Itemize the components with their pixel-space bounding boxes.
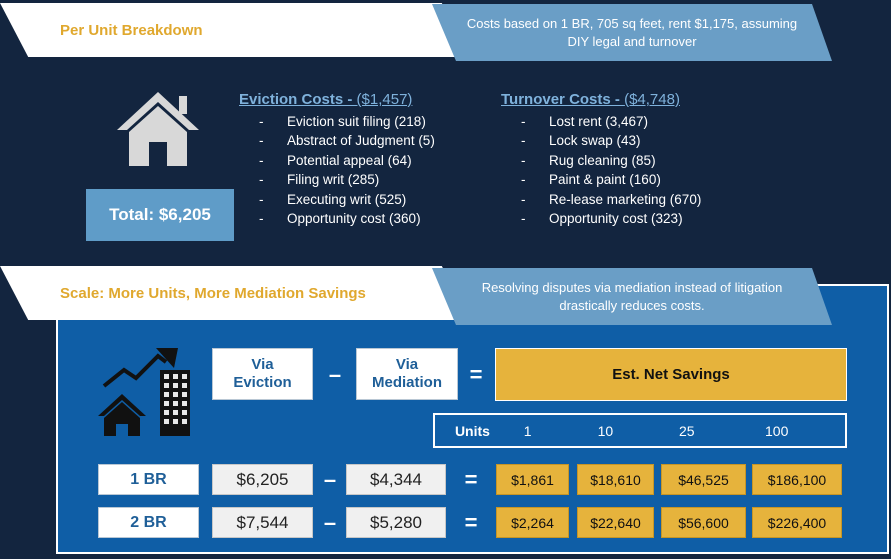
list-item: Filing writ (285) — [239, 170, 479, 190]
units-value: 100 — [765, 422, 789, 439]
growth-icon-group — [96, 344, 200, 440]
list-item: Re-lease marketing (670) — [501, 190, 761, 210]
section-note-text: Costs based on 1 BR, 705 sq feet, rent $… — [466, 15, 798, 49]
via-eviction-text: Via Eviction — [233, 356, 292, 391]
eviction-costs-heading[interactable]: Eviction Costs - ($1,457) — [239, 91, 479, 108]
row-label-text: 2 BR — [130, 513, 167, 531]
savings-cell: $2,264 — [496, 507, 569, 538]
list-item: Opportunity cost (323) — [501, 209, 761, 229]
row-label-1br: 1 BR — [98, 464, 199, 495]
turnover-costs-heading[interactable]: Turnover Costs - ($4,748) — [501, 91, 761, 108]
turnover-items-list: Lost rent (3,467) Lock swap (43) Rug cle… — [501, 112, 761, 229]
minus-operator: – — [318, 509, 342, 537]
house-icon — [115, 90, 201, 168]
equals-operator: = — [458, 509, 484, 537]
total-cost-box: Total: $6,205 — [86, 189, 234, 241]
row-label-text: 1 BR — [130, 470, 167, 488]
savings-cell: $56,600 — [661, 507, 746, 538]
est-net-savings-text: Est. Net Savings — [612, 366, 730, 383]
mediation-cost-2br: $5,280 — [346, 507, 446, 538]
section-title-text: Per Unit Breakdown — [60, 21, 203, 39]
list-item: Lock swap (43) — [501, 131, 761, 151]
savings-cell: $46,525 — [661, 464, 746, 495]
turnover-costs: Turnover Costs - ($4,748) Lost rent (3,4… — [501, 91, 761, 229]
units-value: 1 — [523, 422, 532, 439]
turnover-amount: ($4,748) — [624, 91, 680, 108]
minus-text: – — [323, 467, 337, 492]
section-title-scale: Scale: More Units, More Mediation Saving… — [0, 266, 470, 320]
est-net-savings-header: Est. Net Savings — [495, 348, 847, 401]
eviction-cost-1br: $6,205 — [212, 464, 313, 495]
equals-operator: = — [458, 466, 484, 494]
equals-text: = — [464, 510, 478, 535]
list-item: Executing writ (525) — [239, 190, 479, 210]
section-note-mediation: Resolving disputes via mediation instead… — [432, 268, 832, 325]
savings-value: $186,100 — [767, 471, 827, 488]
row-label-2br: 2 BR — [98, 507, 199, 538]
minus-operator: – — [318, 466, 342, 494]
minus-text: – — [328, 362, 342, 387]
via-mediation-header: Via Mediation — [356, 348, 458, 400]
section-note-text: Resolving disputes via mediation instead… — [481, 279, 783, 313]
savings-value: $56,600 — [678, 514, 729, 531]
mediation-cost-1br: $4,344 — [346, 464, 446, 495]
minus-text: – — [323, 510, 337, 535]
units-value: 25 — [679, 422, 695, 439]
eviction-items-list: Eviction suit filing (218) Abstract of J… — [239, 112, 479, 229]
savings-value: $18,610 — [590, 471, 641, 488]
eviction-cost-text: $7,544 — [236, 512, 289, 532]
section-note-costs: Costs based on 1 BR, 705 sq feet, rent $… — [432, 4, 832, 61]
savings-value: $2,264 — [511, 514, 554, 531]
savings-cell: $186,100 — [752, 464, 842, 495]
eviction-amount: ($1,457) — [356, 91, 413, 108]
minus-operator: – — [318, 360, 352, 390]
list-item: Potential appeal (64) — [239, 151, 479, 171]
equals-text: = — [469, 362, 483, 387]
list-item: Abstract of Judgment (5) — [239, 131, 479, 151]
eviction-heading-text: Eviction Costs - — [239, 91, 357, 108]
units-label: Units — [454, 422, 490, 439]
units-value: 10 — [597, 422, 614, 439]
savings-value: $1,861 — [511, 471, 554, 488]
via-eviction-header: Via Eviction — [212, 348, 313, 400]
units-bar: Units 1 10 25 100 — [433, 413, 847, 448]
list-item: Lost rent (3,467) — [501, 112, 761, 132]
section-title-per-unit: Per Unit Breakdown — [0, 3, 470, 57]
total-cost-text: Total: $6,205 — [109, 205, 211, 224]
savings-cell: $226,400 — [752, 507, 842, 538]
list-item: Rug cleaning (85) — [501, 151, 761, 171]
savings-cell: $22,640 — [577, 507, 654, 538]
growth-chart-icon — [98, 348, 190, 436]
savings-cell: $1,861 — [496, 464, 569, 495]
turnover-heading-text: Turnover Costs - — [501, 91, 625, 108]
savings-value: $22,640 — [590, 514, 641, 531]
mediation-cost-text: $4,344 — [370, 469, 422, 489]
savings-value: $46,525 — [678, 471, 729, 488]
eviction-cost-2br: $7,544 — [212, 507, 313, 538]
savings-cell: $18,610 — [577, 464, 654, 495]
list-item: Paint & paint (160) — [501, 170, 761, 190]
eviction-cost-text: $6,205 — [236, 469, 289, 489]
equals-operator: = — [461, 360, 491, 390]
equals-text: = — [464, 467, 478, 492]
via-mediation-text: Via Mediation — [372, 356, 442, 391]
list-item: Opportunity cost (360) — [239, 209, 479, 229]
list-item: Eviction suit filing (218) — [239, 112, 479, 132]
eviction-costs: Eviction Costs - ($1,457) Eviction suit … — [239, 91, 479, 229]
savings-value: $226,400 — [767, 514, 827, 531]
mediation-cost-text: $5,280 — [370, 512, 422, 532]
section-title-text: Scale: More Units, More Mediation Saving… — [60, 284, 366, 302]
building-icon — [98, 394, 146, 436]
